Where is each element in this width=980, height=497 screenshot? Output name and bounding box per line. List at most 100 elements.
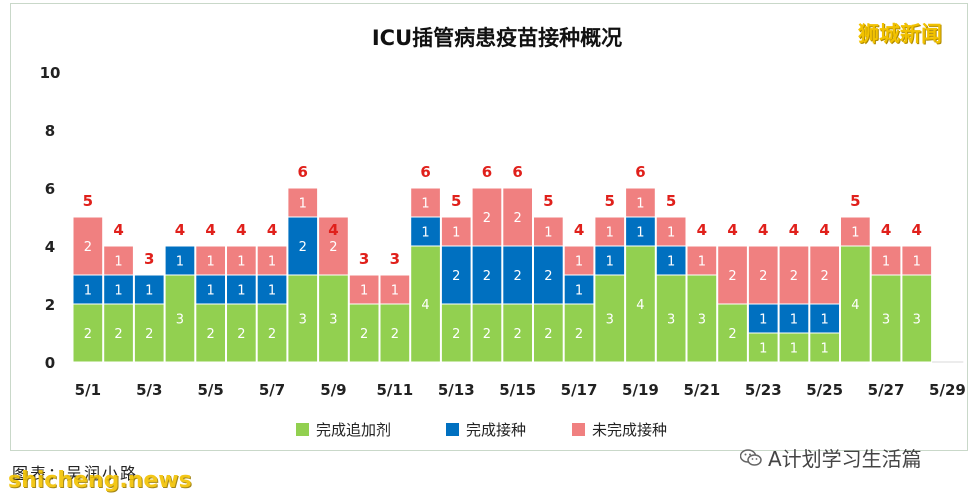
segment-value-label: 2 bbox=[360, 327, 368, 342]
segment-value-label: 1 bbox=[851, 226, 859, 241]
segment-value-label: 2 bbox=[821, 269, 829, 284]
segment-value-label: 2 bbox=[759, 269, 767, 284]
y-tick-label: 8 bbox=[45, 122, 55, 140]
bar-segment bbox=[72, 303, 104, 363]
bar-segment bbox=[502, 245, 533, 305]
bar-segment bbox=[103, 303, 134, 363]
legend-label: 完成接种 bbox=[466, 421, 526, 439]
segment-value-label: 1 bbox=[636, 197, 644, 212]
segment-value-label: 2 bbox=[728, 269, 736, 284]
total-value-label: 3 bbox=[390, 250, 400, 268]
bar-segment bbox=[809, 245, 840, 305]
segment-value-label: 3 bbox=[882, 313, 890, 328]
bar-segment bbox=[809, 303, 840, 334]
bar-segment bbox=[778, 332, 810, 363]
segment-value-label: 3 bbox=[913, 313, 921, 328]
segment-value-label: 2 bbox=[483, 269, 491, 284]
segment-value-label: 2 bbox=[544, 327, 552, 342]
bar-segment bbox=[594, 274, 626, 363]
y-tick-label: 0 bbox=[45, 354, 55, 372]
segment-value-label: 2 bbox=[299, 240, 307, 255]
bar-segment bbox=[471, 187, 503, 247]
bar-segment bbox=[379, 274, 411, 305]
x-tick-label: 5/1 bbox=[75, 381, 101, 399]
bar-segment bbox=[502, 303, 533, 363]
segment-value-label: 3 bbox=[667, 313, 675, 328]
segment-value-label: 1 bbox=[790, 342, 798, 357]
segment-value-label: 1 bbox=[114, 284, 122, 299]
segment-value-label: 1 bbox=[360, 284, 368, 299]
bar-segment bbox=[870, 274, 902, 363]
segment-value-label: 1 bbox=[544, 226, 552, 241]
segment-value-label: 1 bbox=[421, 226, 429, 241]
segment-value-label: 2 bbox=[114, 327, 122, 342]
bar-segment bbox=[195, 245, 227, 276]
bar-segment bbox=[103, 245, 134, 276]
bar-segment bbox=[901, 245, 933, 276]
bar-segment bbox=[195, 303, 227, 363]
segment-value-label: 1 bbox=[176, 255, 184, 270]
total-value-label: 4 bbox=[881, 221, 891, 239]
x-tick-label: 5/3 bbox=[136, 381, 162, 399]
bar-segment bbox=[410, 216, 441, 247]
segment-value-label: 1 bbox=[821, 342, 829, 357]
x-tick-label: 5/21 bbox=[683, 381, 720, 399]
bar-segment bbox=[686, 274, 718, 363]
bar-segment bbox=[287, 187, 319, 218]
bar-segment bbox=[747, 332, 779, 363]
segment-value-label: 2 bbox=[145, 327, 153, 342]
total-value-label: 3 bbox=[359, 250, 369, 268]
segment-value-label: 1 bbox=[452, 226, 460, 241]
x-tick-label: 5/5 bbox=[197, 381, 223, 399]
x-tick-label: 5/29 bbox=[929, 381, 966, 399]
wechat-icon bbox=[740, 448, 762, 466]
bar-segment bbox=[533, 303, 564, 363]
bar-segment bbox=[318, 216, 349, 276]
total-value-label: 4 bbox=[697, 221, 707, 239]
segment-value-label: 1 bbox=[759, 342, 767, 357]
total-value-label: 5 bbox=[666, 192, 676, 210]
segment-value-label: 1 bbox=[636, 226, 644, 241]
segment-value-label: 1 bbox=[268, 255, 276, 270]
bar-segment bbox=[655, 216, 687, 247]
legend-label: 未完成接种 bbox=[592, 421, 667, 439]
segment-value-label: 2 bbox=[237, 327, 245, 342]
total-value-label: 4 bbox=[574, 221, 584, 239]
legend-label: 完成追加剂 bbox=[316, 421, 391, 439]
bar-segment bbox=[594, 245, 626, 276]
segment-value-label: 3 bbox=[176, 313, 184, 328]
total-value-label: 3 bbox=[144, 250, 154, 268]
total-value-label: 4 bbox=[727, 221, 737, 239]
segment-value-label: 4 bbox=[636, 298, 644, 313]
x-tick-label: 5/27 bbox=[868, 381, 905, 399]
bar-segment bbox=[840, 245, 871, 363]
bar-segment bbox=[287, 216, 319, 276]
total-value-label: 4 bbox=[758, 221, 768, 239]
x-tick-label: 5/13 bbox=[438, 381, 475, 399]
bar-segment bbox=[533, 216, 564, 247]
total-value-label: 6 bbox=[512, 163, 522, 181]
legend-swatch bbox=[296, 423, 309, 436]
segment-value-label: 1 bbox=[698, 255, 706, 270]
bar-segment bbox=[594, 216, 626, 247]
bar-segment bbox=[348, 274, 380, 305]
x-tick-label: 5/25 bbox=[806, 381, 843, 399]
total-value-label: 4 bbox=[236, 221, 246, 239]
segment-value-label: 1 bbox=[84, 284, 92, 299]
y-tick-label: 2 bbox=[45, 296, 55, 314]
chart-credit: 图表：吴润小路 bbox=[12, 464, 139, 483]
segment-value-label: 1 bbox=[421, 197, 429, 212]
bar-segment bbox=[226, 303, 257, 363]
segment-value-label: 3 bbox=[299, 313, 307, 328]
bar-segment bbox=[901, 274, 933, 363]
bar-segment bbox=[747, 245, 779, 305]
bar-segment bbox=[164, 274, 196, 363]
bar-segment bbox=[870, 245, 902, 276]
segment-value-label: 3 bbox=[329, 313, 337, 328]
segment-value-label: 4 bbox=[421, 298, 429, 313]
segment-value-label: 1 bbox=[114, 255, 122, 270]
bar-segment bbox=[72, 216, 104, 276]
segment-value-label: 1 bbox=[882, 255, 890, 270]
total-value-label: 5 bbox=[605, 192, 615, 210]
